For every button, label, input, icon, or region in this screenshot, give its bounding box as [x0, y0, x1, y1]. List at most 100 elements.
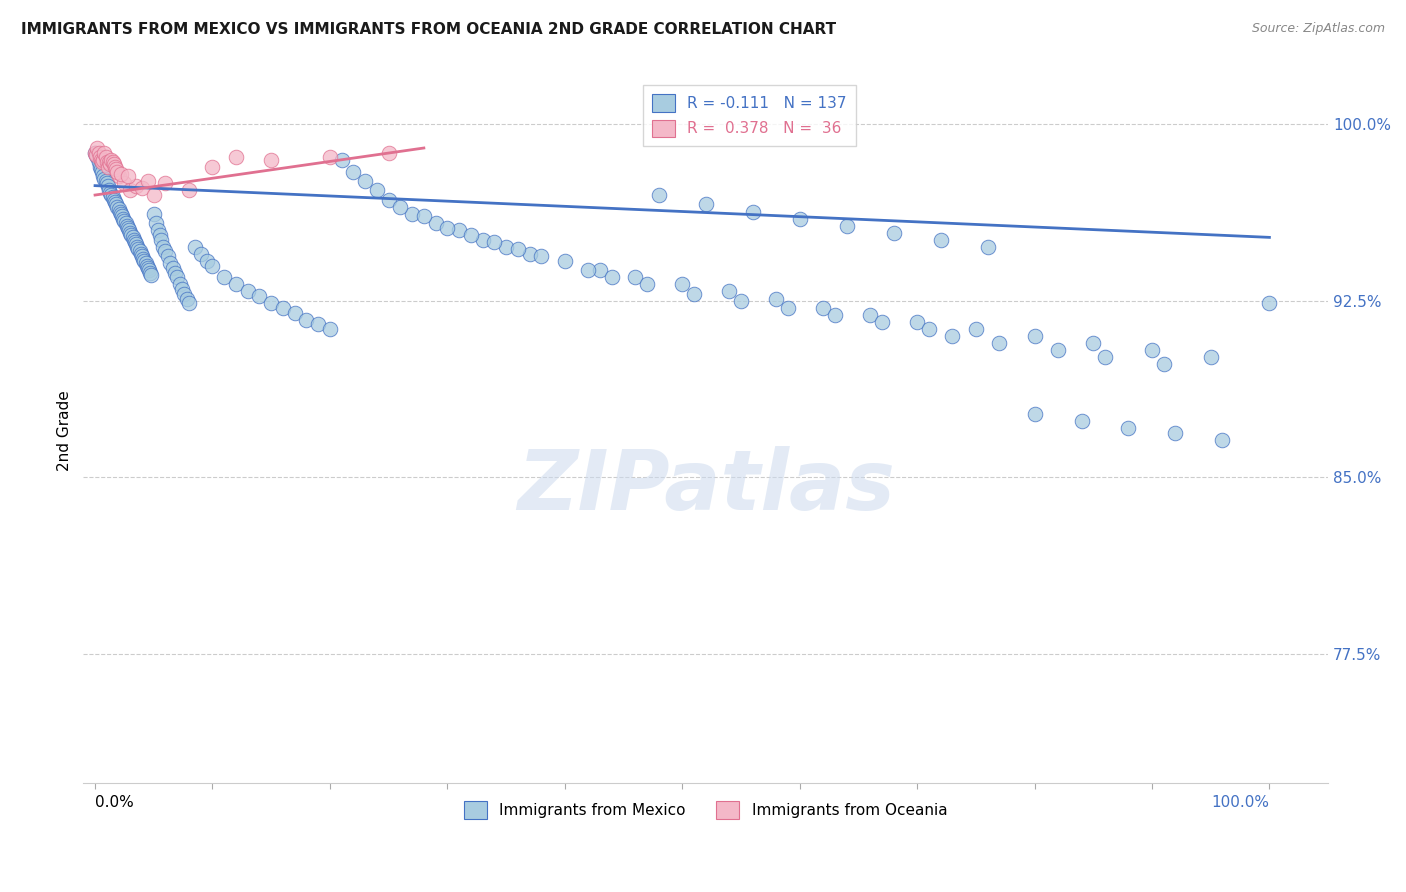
- Point: [1024, 407, 1046, 421]
- Point: [134, 253, 156, 268]
- Point: [1094, 351, 1116, 365]
- Point: [96, 155, 118, 169]
- Point: [105, 164, 128, 178]
- Point: [132, 252, 155, 266]
- Point: [131, 249, 153, 263]
- Point: [149, 233, 172, 247]
- Point: [236, 285, 259, 299]
- Point: [789, 211, 811, 226]
- Point: [648, 188, 671, 202]
- Point: [471, 233, 494, 247]
- Point: [425, 216, 447, 230]
- Point: [177, 183, 200, 197]
- Point: [89, 150, 111, 164]
- Point: [1140, 343, 1163, 358]
- Point: [319, 322, 342, 336]
- Point: [354, 174, 377, 188]
- Point: [91, 153, 114, 167]
- Point: [97, 178, 120, 193]
- Point: [112, 176, 135, 190]
- Point: [1047, 343, 1070, 358]
- Point: [104, 160, 127, 174]
- Point: [125, 237, 148, 252]
- Point: [260, 296, 283, 310]
- Point: [94, 174, 117, 188]
- Point: [484, 235, 506, 249]
- Text: IMMIGRANTS FROM MEXICO VS IMMIGRANTS FROM OCEANIA 2ND GRADE CORRELATION CHART: IMMIGRANTS FROM MEXICO VS IMMIGRANTS FRO…: [21, 22, 837, 37]
- Point: [965, 322, 987, 336]
- Point: [883, 226, 905, 240]
- Point: [90, 162, 112, 177]
- Point: [112, 211, 135, 226]
- Point: [1083, 336, 1105, 351]
- Point: [824, 308, 846, 322]
- Point: [89, 160, 111, 174]
- Point: [776, 301, 799, 315]
- Point: [1199, 351, 1222, 365]
- Point: [377, 193, 399, 207]
- Point: [1153, 358, 1175, 372]
- Point: [176, 292, 198, 306]
- Point: [295, 312, 318, 326]
- Point: [201, 259, 224, 273]
- Point: [101, 190, 124, 204]
- Point: [136, 174, 159, 188]
- Point: [98, 183, 121, 197]
- Point: [212, 270, 235, 285]
- Point: [190, 247, 212, 261]
- Text: Source: ZipAtlas.com: Source: ZipAtlas.com: [1251, 22, 1385, 36]
- Point: [93, 145, 115, 160]
- Point: [86, 150, 108, 164]
- Point: [136, 260, 159, 275]
- Point: [138, 263, 160, 277]
- Point: [624, 270, 647, 285]
- Y-axis label: 2nd Grade: 2nd Grade: [58, 390, 72, 471]
- Point: [589, 263, 612, 277]
- Point: [110, 167, 132, 181]
- Point: [695, 197, 717, 211]
- Point: [495, 240, 517, 254]
- Point: [135, 259, 157, 273]
- Point: [600, 270, 623, 285]
- Text: ZIPatlas: ZIPatlas: [517, 446, 894, 527]
- Point: [121, 230, 143, 244]
- Point: [1211, 433, 1233, 447]
- Point: [377, 145, 399, 160]
- Point: [225, 277, 247, 292]
- Point: [98, 155, 121, 169]
- Point: [765, 292, 787, 306]
- Point: [131, 181, 153, 195]
- Point: [84, 148, 107, 162]
- Point: [730, 293, 752, 308]
- Point: [1118, 421, 1140, 435]
- Point: [683, 286, 706, 301]
- Point: [142, 188, 165, 202]
- Point: [108, 204, 131, 219]
- Point: [905, 315, 928, 329]
- Point: [741, 204, 763, 219]
- Point: [412, 209, 434, 223]
- Point: [87, 145, 110, 160]
- Point: [988, 336, 1011, 351]
- Point: [184, 240, 207, 254]
- Point: [636, 277, 658, 292]
- Point: [148, 223, 170, 237]
- Point: [162, 260, 184, 275]
- Point: [139, 266, 162, 280]
- Point: [128, 244, 150, 259]
- Point: [835, 219, 858, 233]
- Point: [1164, 425, 1187, 440]
- Point: [169, 277, 191, 292]
- Point: [90, 153, 112, 167]
- Point: [104, 195, 127, 210]
- Point: [519, 247, 541, 261]
- Point: [91, 169, 114, 184]
- Point: [401, 207, 423, 221]
- Point: [91, 164, 114, 178]
- Point: [152, 240, 174, 254]
- Point: [84, 145, 107, 160]
- Point: [307, 318, 329, 332]
- Point: [98, 186, 121, 200]
- Point: [319, 150, 342, 164]
- Point: [86, 141, 108, 155]
